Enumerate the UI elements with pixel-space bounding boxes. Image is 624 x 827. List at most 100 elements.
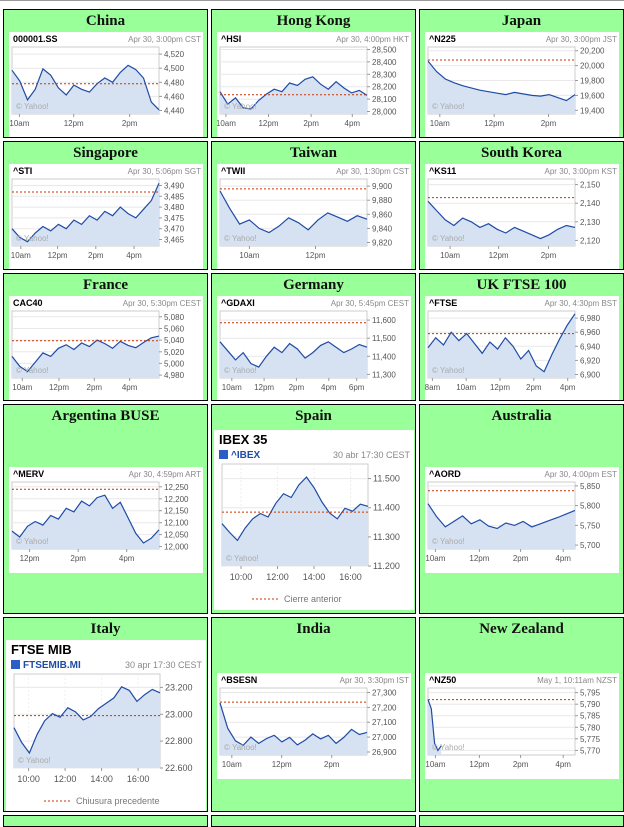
svg-text:Apr 30, 3:00pm JST: Apr 30, 3:00pm JST xyxy=(545,35,616,44)
svg-text:12pm: 12pm xyxy=(469,760,489,769)
svg-text:Apr 30, 5:06pm SGT: Apr 30, 5:06pm SGT xyxy=(127,167,200,176)
chart-france[interactable]: CAC40 Apr 30, 5:30pm CEST 5,080 5,060 5,040 5… xyxy=(8,296,203,401)
china-chart-image[interactable]: 000001.SS Apr 30, 3:00pm CST 4,520 4,500 4,4… xyxy=(8,32,203,138)
uk-ftse-100-chart-image[interactable]: ^FTSE Apr 30, 4:30pm BST 6,980 6,960 6,940 6,… xyxy=(424,296,619,401)
svg-text:26,900: 26,900 xyxy=(372,748,397,757)
chart-argentina-buse[interactable]: ^MERV Apr 30, 4:59pm ART 12,250 12,200 12,15… xyxy=(8,467,203,573)
chart-china[interactable]: 000001.SS Apr 30, 3:00pm CST 4,520 4,500 4,4… xyxy=(8,32,203,138)
italy-chart-image[interactable]: FTSE MIB FTSEMIB.MI 30 apr 17:30 CEST 23.20… xyxy=(5,640,206,812)
cell-south-korea: South Korea ^KS11 Apr 30, 3:00pm KST 2,150… xyxy=(419,141,624,270)
svg-text:5,790: 5,790 xyxy=(580,700,601,709)
svg-text:9,880: 9,880 xyxy=(372,196,393,205)
svg-text:6,920: 6,920 xyxy=(580,356,601,365)
svg-text:6pm: 6pm xyxy=(348,383,364,392)
svg-text:^NZ50: ^NZ50 xyxy=(429,675,456,685)
svg-text:Apr 30, 3:00pm KST: Apr 30, 3:00pm KST xyxy=(544,167,617,176)
taiwan-chart-image[interactable]: ^TWII Apr 30, 1:30pm CST 9,900 9,880 9,860 9,… xyxy=(216,164,411,270)
cell-france: France CAC40 Apr 30, 5:30pm CEST 5,080 5,06… xyxy=(3,273,208,401)
svg-text:5,060: 5,060 xyxy=(164,325,185,334)
svg-text:© Yahoo!: © Yahoo! xyxy=(224,102,257,111)
svg-text:^AORD: ^AORD xyxy=(429,469,461,479)
cell-new-zealand: New Zealand ^NZ50 May 1, 10:11am NZST 5,79… xyxy=(419,617,624,812)
title-south-korea: South Korea xyxy=(481,145,562,161)
australia-chart-image[interactable]: ^AORD Apr 30, 4:00pm EST 5,850 5,800 5,750 5,… xyxy=(424,467,619,573)
svg-text:^IBEX: ^IBEX xyxy=(231,450,261,461)
chart-uk-ftse-100[interactable]: ^FTSE Apr 30, 4:30pm BST 6,980 6,960 6,940 6,… xyxy=(424,296,619,401)
svg-text:12,000: 12,000 xyxy=(164,543,189,552)
svg-text:12pm: 12pm xyxy=(305,251,325,260)
svg-text:2,150: 2,150 xyxy=(580,181,601,190)
svg-text:^TWII: ^TWII xyxy=(221,166,245,176)
svg-text:4pm: 4pm xyxy=(555,554,571,563)
svg-text:19,800: 19,800 xyxy=(580,77,605,86)
svg-text:9,820: 9,820 xyxy=(372,239,393,248)
svg-text:10am: 10am xyxy=(239,251,259,260)
spain-chart-image[interactable]: IBEX 35 ^IBEX 30 abr 17:30 CEST 11.500 11.40… xyxy=(213,430,414,610)
svg-text:10:00: 10:00 xyxy=(17,774,40,784)
chart-hong-kong[interactable]: ^HSI Apr 30, 4:00pm HKT 28,500 28,400 28,300… xyxy=(216,32,411,138)
partial-row-cell xyxy=(211,815,416,827)
cell-singapore: Singapore ^STI Apr 30, 5:06pm SGT 3,490 3,4… xyxy=(3,141,208,270)
svg-text:© Yahoo!: © Yahoo! xyxy=(432,102,465,111)
svg-text:3,465: 3,465 xyxy=(164,236,185,245)
partial-row-cell xyxy=(3,815,208,827)
chart-italy[interactable]: FTSE MIB FTSEMIB.MI 30 apr 17:30 CEST 23.20… xyxy=(5,640,206,812)
svg-text:5,850: 5,850 xyxy=(580,482,601,491)
japan-chart-image[interactable]: ^N225 Apr 30, 3:00pm JST 20,200 20,000 19,80… xyxy=(424,32,619,138)
cell-india: India ^BSESN Apr 30, 3:30pm IST 27,300 27,2… xyxy=(211,617,416,812)
south-korea-chart-image[interactable]: ^KS11 Apr 30, 3:00pm KST 2,150 2,140 2,130 2,… xyxy=(424,164,619,270)
svg-text:12pm: 12pm xyxy=(47,251,67,260)
svg-text:11,300: 11,300 xyxy=(372,370,396,379)
new-zealand-chart-image[interactable]: ^NZ50 May 1, 10:11am NZST 5,795 5,790 5,785 5… xyxy=(424,672,619,779)
svg-text:5,770: 5,770 xyxy=(580,746,601,755)
svg-text:© Yahoo!: © Yahoo! xyxy=(432,743,465,752)
svg-text:2pm: 2pm xyxy=(540,119,556,128)
hong-kong-chart-image[interactable]: ^HSI Apr 30, 4:00pm HKT 28,500 28,400 28,300… xyxy=(216,32,411,138)
france-chart-image[interactable]: CAC40 Apr 30, 5:30pm CEST 5,080 5,060 5,040 5… xyxy=(8,296,203,401)
chart-south-korea[interactable]: ^KS11 Apr 30, 3:00pm KST 2,150 2,140 2,130 2,… xyxy=(424,164,619,270)
svg-text:Apr 30, 4:00pm EST: Apr 30, 4:00pm EST xyxy=(544,470,617,479)
chart-taiwan[interactable]: ^TWII Apr 30, 1:30pm CST 9,900 9,880 9,860 9,… xyxy=(216,164,411,270)
svg-text:3,470: 3,470 xyxy=(164,225,185,234)
svg-text:12pm: 12pm xyxy=(63,119,83,128)
svg-text:10am: 10am xyxy=(221,760,241,769)
title-china: China xyxy=(85,13,126,29)
svg-text:4pm: 4pm xyxy=(126,251,142,260)
chart-japan[interactable]: ^N225 Apr 30, 3:00pm JST 20,200 20,000 19,80… xyxy=(424,32,619,138)
svg-text:3,490: 3,490 xyxy=(164,182,185,191)
svg-text:3,485: 3,485 xyxy=(164,192,185,201)
india-chart-image[interactable]: ^BSESN Apr 30, 3:30pm IST 27,300 27,200 27,1… xyxy=(216,672,411,779)
svg-text:14:00: 14:00 xyxy=(90,774,113,784)
svg-text:8am: 8am xyxy=(425,383,441,392)
svg-text:IBEX 35: IBEX 35 xyxy=(219,432,267,447)
title-uk-ftse-100: UK FTSE 100 xyxy=(476,277,567,293)
svg-text:12pm: 12pm xyxy=(469,554,489,563)
svg-text:Apr 30, 5:45pm CEST: Apr 30, 5:45pm CEST xyxy=(330,299,408,308)
chart-india[interactable]: ^BSESN Apr 30, 3:30pm IST 27,300 27,200 27,1… xyxy=(216,672,411,779)
argentina-buse-chart-image[interactable]: ^MERV Apr 30, 4:59pm ART 12,250 12,200 12,15… xyxy=(8,467,203,573)
svg-text:12pm: 12pm xyxy=(484,119,504,128)
svg-text:2pm: 2pm xyxy=(88,251,104,260)
title-spain: Spain xyxy=(295,408,332,424)
germany-chart-image[interactable]: ^GDAXI Apr 30, 5:45pm CEST 11,600 11,500 11,… xyxy=(216,296,411,401)
svg-text:20,000: 20,000 xyxy=(580,62,605,71)
chart-singapore[interactable]: ^STI Apr 30, 5:06pm SGT 3,490 3,485 3,480 3,4… xyxy=(8,164,203,270)
cell-argentina-buse: Argentina BUSE ^MERV Apr 30, 4:59pm ART 12… xyxy=(3,404,208,614)
svg-text:© Yahoo!: © Yahoo! xyxy=(226,554,259,563)
svg-text:9,840: 9,840 xyxy=(372,224,393,233)
chart-germany[interactable]: ^GDAXI Apr 30, 5:45pm CEST 11,600 11,500 11,… xyxy=(216,296,411,401)
svg-text:23.000: 23.000 xyxy=(165,709,193,719)
svg-text:© Yahoo!: © Yahoo! xyxy=(16,234,49,243)
svg-text:6,900: 6,900 xyxy=(580,371,601,380)
svg-text:14:00: 14:00 xyxy=(302,572,325,582)
chart-new-zealand[interactable]: ^NZ50 May 1, 10:11am NZST 5,795 5,790 5,785 5… xyxy=(424,672,619,779)
svg-text:22.800: 22.800 xyxy=(165,736,193,746)
svg-text:2,130: 2,130 xyxy=(580,218,601,227)
svg-text:4pm: 4pm xyxy=(321,383,337,392)
svg-text:5,775: 5,775 xyxy=(580,734,601,743)
svg-text:5,795: 5,795 xyxy=(580,688,601,697)
chart-spain[interactable]: IBEX 35 ^IBEX 30 abr 17:30 CEST 11.500 11.40… xyxy=(213,430,414,610)
chart-australia[interactable]: ^AORD Apr 30, 4:00pm EST 5,850 5,800 5,750 5,… xyxy=(424,467,619,573)
